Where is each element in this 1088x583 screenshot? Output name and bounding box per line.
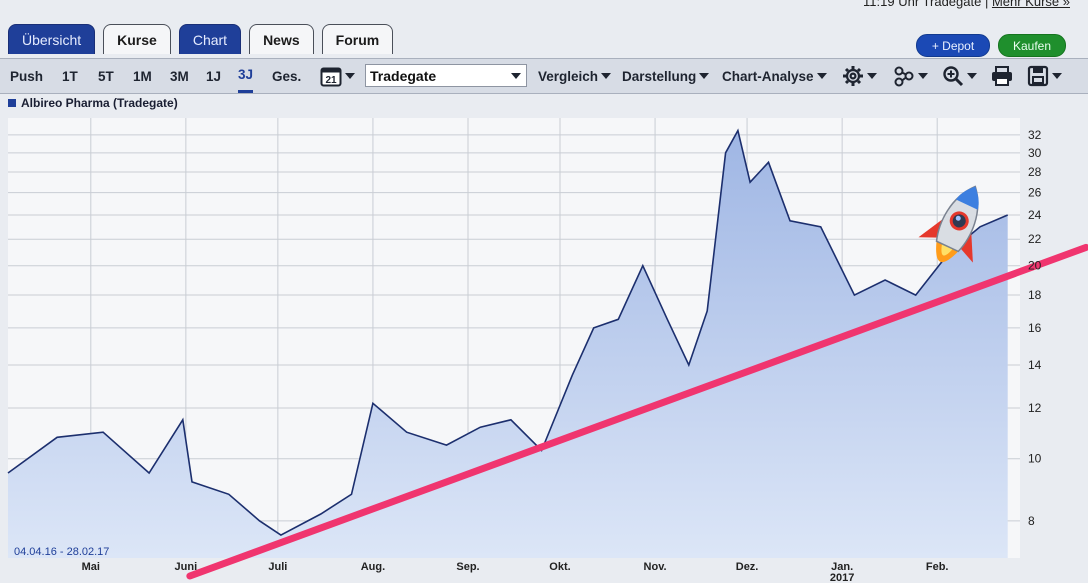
x-tick-label: Jan. (831, 561, 853, 573)
zoom-button[interactable] (942, 65, 977, 87)
buy-button[interactable]: Kaufen (998, 34, 1066, 57)
calendar-button[interactable]: 21 (320, 65, 355, 87)
tab-bar: Übersicht Kurse Chart News Forum (8, 24, 394, 56)
menu-darstellung[interactable]: Darstellung (622, 59, 710, 93)
range-5t[interactable]: 5T (98, 68, 114, 84)
calendar-icon: 21 (320, 67, 342, 87)
gear-icon (843, 66, 863, 86)
y-tick-label: 28 (1028, 165, 1042, 179)
y-tick-label: 22 (1028, 232, 1042, 246)
y-tick-label: 32 (1028, 128, 1042, 142)
y-tick-label: 10 (1028, 452, 1042, 466)
x-tick-label: Mai (82, 561, 100, 573)
chart-legend: Albireo Pharma (Tradegate) (8, 96, 178, 110)
year-label: 2017 (830, 572, 854, 583)
y-axis-ticks: 8 10 12 14 16 18 20 22 24 26 28 30 32 (1028, 128, 1042, 528)
exchange-select[interactable]: Tradegate (365, 64, 527, 87)
print-button[interactable] (990, 65, 1014, 87)
price-area (8, 130, 1008, 558)
range-1t[interactable]: 1T (62, 68, 78, 84)
indicator-button[interactable] (893, 65, 928, 87)
x-axis-ticks: Mai Juni Juli Aug. Sep. Okt. Nov. Dez. Jan. Feb. (82, 561, 949, 573)
y-tick-label: 12 (1028, 401, 1042, 415)
quote-time-text: 11:19 Uhr Tradegate | (863, 0, 989, 9)
menu-chart-analyse[interactable]: Chart-Analyse (722, 59, 827, 93)
x-tick-label: Dez. (736, 561, 759, 573)
save-button[interactable] (1027, 65, 1062, 87)
period-label: 04.04.16 - 28.02.17 (14, 546, 109, 558)
trendline (186, 243, 1088, 580)
x-tick-label: Juli (268, 561, 287, 573)
settings-button[interactable] (842, 65, 877, 87)
chevron-down-icon (511, 73, 521, 79)
range-3m[interactable]: 3M (170, 68, 189, 84)
y-tick-label: 24 (1028, 208, 1042, 222)
y-tick-label: 26 (1028, 186, 1042, 200)
y-tick-label: 18 (1028, 288, 1042, 302)
zoom-icon (943, 66, 964, 87)
y-tick-label: 8 (1028, 514, 1035, 528)
x-tick-label: Nov. (644, 561, 667, 573)
range-push[interactable]: Push (10, 68, 44, 84)
top-right-quote: 11:19 Uhr Tradegate | Mehr Kurse » (863, 0, 1070, 9)
legend-swatch (8, 99, 16, 107)
add-depot-button[interactable]: + Depot (916, 34, 990, 57)
range-1m[interactable]: 1M (133, 68, 152, 84)
legend-label: Albireo Pharma (Tradegate) (21, 96, 178, 110)
menu-chart-analyse-label: Chart-Analyse (722, 68, 814, 84)
x-tick-label: Feb. (926, 561, 949, 573)
tab-forum[interactable]: Forum (321, 24, 394, 54)
tab-uebersicht[interactable]: Übersicht (8, 24, 96, 54)
x-tick-label: Juni (175, 561, 198, 573)
network-icon (894, 66, 914, 87)
menu-darstellung-label: Darstellung (622, 68, 697, 84)
tab-news[interactable]: News (249, 24, 314, 54)
chart-toolbar: Push 1T 5T 1M 3M 1J 3J Ges. 21 Tradegate… (0, 58, 1088, 94)
tab-chart[interactable]: Chart (178, 24, 242, 54)
x-tick-label: Aug. (361, 561, 385, 573)
price-line (7, 128, 1009, 537)
price-chart[interactable]: 8 10 12 14 16 18 20 22 24 26 28 30 32 Mai Juni Juli Aug… (0, 110, 1088, 583)
y-tick-label: 16 (1028, 321, 1042, 335)
y-tick-label: 30 (1028, 146, 1042, 160)
range-1j[interactable]: 1J (206, 68, 222, 84)
y-tick-label: 20 (1028, 259, 1042, 273)
save-icon (1027, 65, 1049, 87)
exchange-select-value: Tradegate (370, 67, 437, 84)
x-tick-label: Sep. (456, 561, 479, 573)
range-ges[interactable]: Ges. (272, 68, 302, 84)
range-3j[interactable]: 3J (238, 59, 254, 93)
rocket-icon (918, 185, 979, 263)
y-tick-label: 14 (1028, 358, 1042, 372)
x-tick-label: Okt. (549, 561, 570, 573)
menu-vergleich[interactable]: Vergleich (538, 59, 612, 93)
more-quotes-link[interactable]: Mehr Kurse » (991, 0, 1070, 9)
calendar-day-text: 21 (325, 75, 337, 86)
tab-kurse[interactable]: Kurse (103, 24, 171, 54)
print-icon (992, 66, 1012, 86)
menu-vergleich-label: Vergleich (538, 68, 599, 84)
